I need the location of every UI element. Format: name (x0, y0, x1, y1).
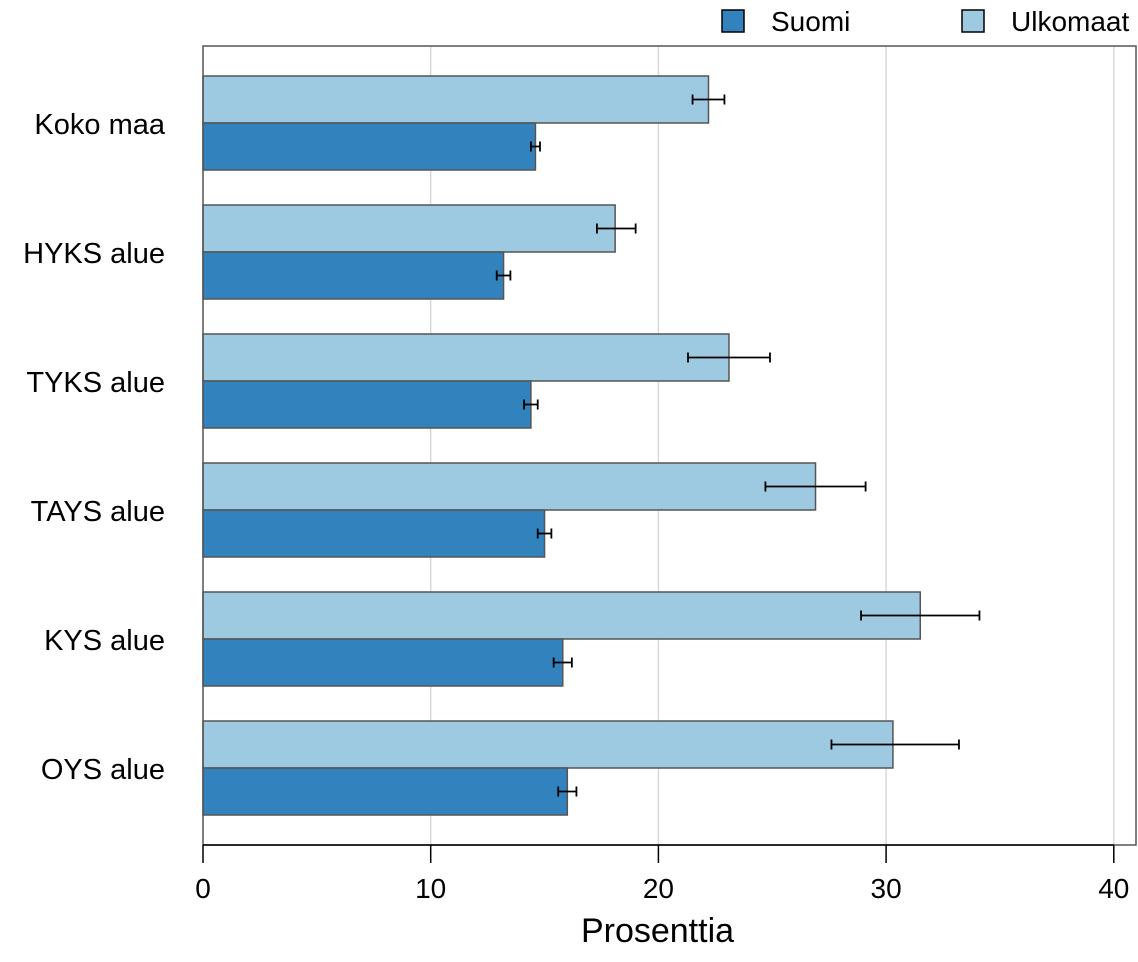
x-tick-label: 0 (195, 873, 211, 904)
legend-swatch (721, 9, 745, 33)
bar-suomi-kys-alue (202, 638, 564, 687)
category-labels: Koko maa HYKS alue TYKS alue TAYS alue KYS a… (23, 109, 166, 786)
error-bar-suomi-tays-alue (536, 528, 553, 539)
error-bar-suomi-oys-alue (557, 786, 578, 797)
error-bar-ulkomaat-koko-maa (691, 94, 726, 105)
category-label-tyks-alue: TYKS alue (26, 367, 165, 399)
error-bar-ulkomaat-oys-alue (830, 739, 960, 750)
legend-label: Suomi (771, 6, 850, 37)
bar-suomi-tyks-alue (202, 380, 532, 429)
error-bar-suomi-kys-alue (552, 657, 573, 668)
x-tick-label: 20 (643, 873, 674, 904)
bar-ulkomaat-kys-alue (202, 591, 922, 640)
x-tick-label: 30 (871, 873, 902, 904)
category-label-koko-maa: Koko maa (34, 109, 165, 141)
x-tick-label: 10 (415, 873, 446, 904)
bar-ulkomaat-hyks-alue (202, 204, 616, 253)
bar-suomi-hyks-alue (202, 251, 505, 300)
grid-lines (429, 46, 1115, 845)
x-axis: 0 10 20 30 40 (195, 844, 1129, 904)
x-axis-title: Prosenttia (581, 912, 734, 950)
error-bar-ulkomaat-hyks-alue (596, 223, 637, 234)
category-label-oys-alue: OYS alue (41, 754, 165, 786)
error-bar-ulkomaat-tays-alue (764, 481, 867, 492)
category-label-tays-alue: TAYS alue (31, 496, 165, 528)
error-bars (495, 94, 981, 797)
legend-item-ulkomaat: Ulkomaat (961, 6, 1129, 37)
x-tick-label: 40 (1098, 873, 1129, 904)
bars (202, 75, 922, 816)
legend-swatch (961, 9, 985, 33)
error-bar-suomi-hyks-alue (495, 270, 512, 281)
bar-suomi-tays-alue (202, 509, 546, 558)
error-bar-suomi-koko-maa (529, 141, 541, 152)
bar-suomi-oys-alue (202, 767, 569, 816)
bar-ulkomaat-oys-alue (202, 720, 894, 769)
category-label-kys-alue: KYS alue (44, 625, 165, 657)
bar-ulkomaat-tays-alue (202, 462, 817, 511)
error-bar-ulkomaat-tyks-alue (687, 352, 771, 363)
bar-ulkomaat-koko-maa (202, 75, 710, 124)
error-bar-suomi-tyks-alue (523, 399, 539, 410)
legend-label: Ulkomaat (1011, 6, 1129, 37)
category-label-hyks-alue: HYKS alue (23, 238, 165, 270)
bar-ulkomaat-tyks-alue (202, 333, 730, 382)
legend-item-suomi: Suomi (721, 6, 850, 37)
error-bar-ulkomaat-kys-alue (860, 610, 981, 621)
bar-suomi-koko-maa (202, 122, 537, 171)
legend: Suomi Ulkomaat (721, 6, 1129, 37)
